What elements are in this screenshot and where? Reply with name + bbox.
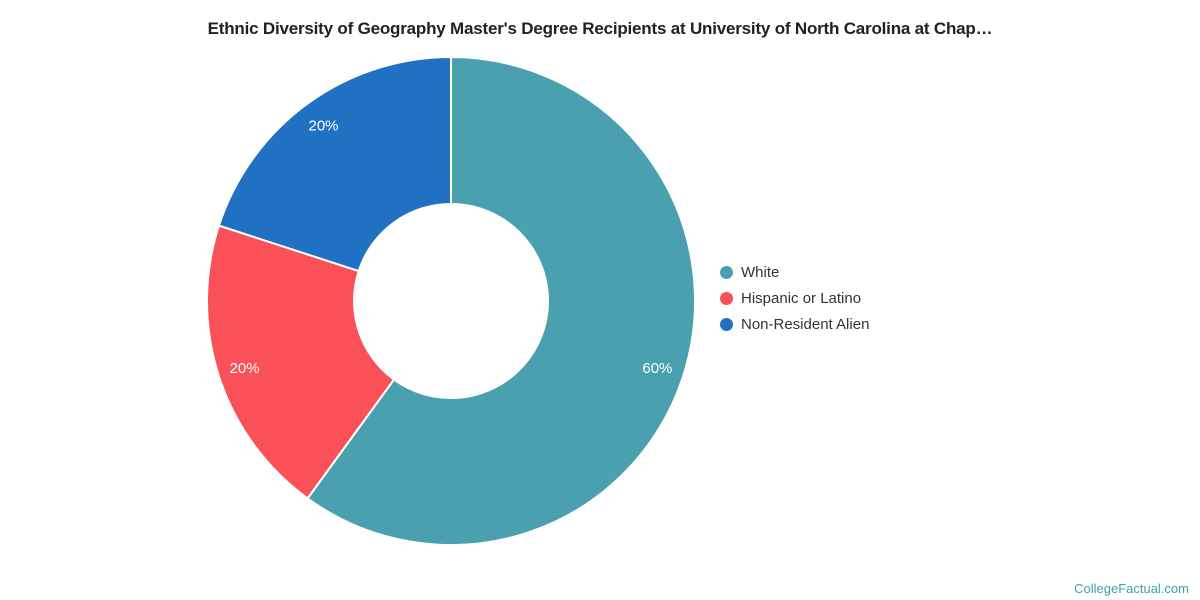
legend-item-hispanic-or-latino[interactable]: Hispanic or Latino bbox=[720, 285, 869, 311]
slice-percent-label: 20% bbox=[230, 360, 260, 377]
watermark-link[interactable]: CollegeFactual.com bbox=[1074, 581, 1189, 596]
pie-slice-white[interactable] bbox=[306, 56, 696, 546]
legend: White Hispanic or Latino Non-Resident Al… bbox=[720, 259, 869, 337]
legend-item-label: Non-Resident Alien bbox=[741, 315, 870, 333]
pie-slice-non-resident-alien[interactable] bbox=[217, 56, 452, 273]
legend-marker-icon bbox=[720, 265, 733, 279]
legend-marker-icon bbox=[720, 317, 733, 331]
legend-item-label: White bbox=[741, 263, 780, 281]
legend-item-label: Hispanic or Latino bbox=[741, 289, 862, 307]
legend-marker-icon bbox=[720, 291, 733, 305]
chart-title: Ethnic Diversity of Geography Master's D… bbox=[207, 19, 993, 38]
slice-percent-label: 20% bbox=[308, 117, 338, 134]
legend-item-non-resident-alien[interactable]: Non-Resident Alien bbox=[720, 311, 869, 337]
pie-slice-hispanic-or-latino[interactable] bbox=[205, 224, 395, 500]
slice-percent-label: 60% bbox=[642, 360, 672, 377]
legend-item-white[interactable]: White bbox=[720, 259, 869, 285]
